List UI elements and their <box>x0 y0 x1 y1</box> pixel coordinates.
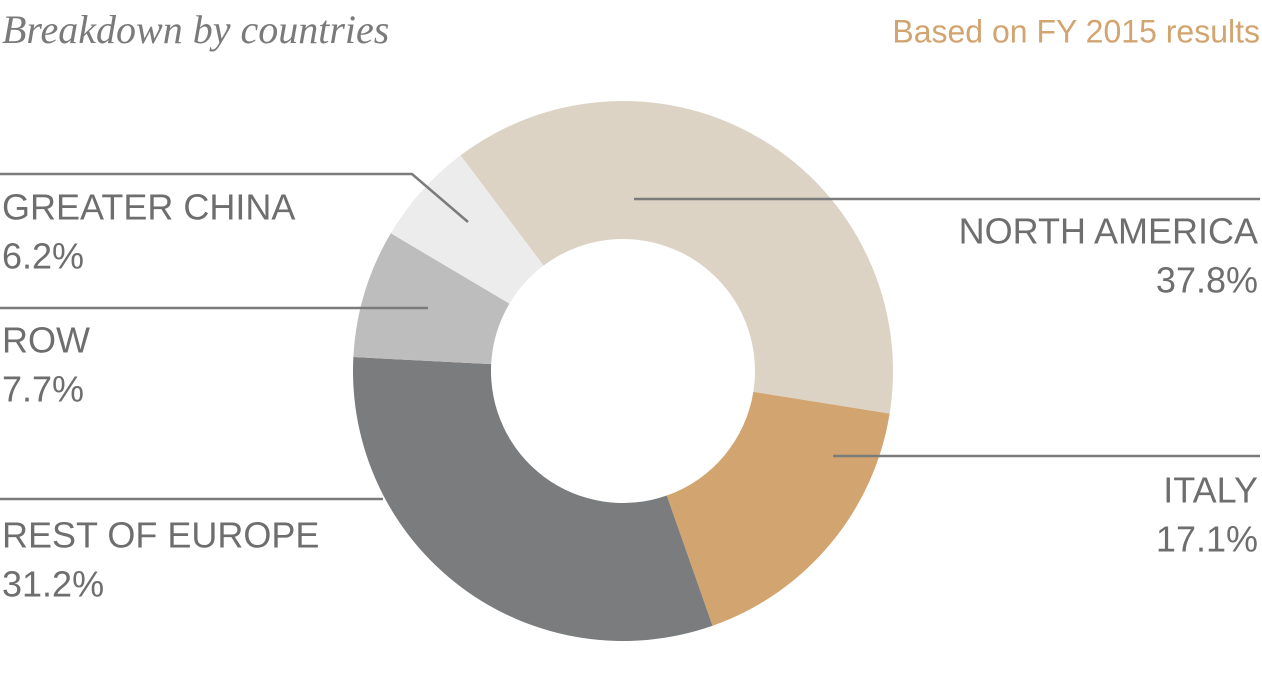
leader-line <box>0 172 469 223</box>
slice-label: REST OF EUROPE <box>2 515 319 556</box>
donut-slice <box>666 391 890 626</box>
leader-lines <box>0 172 1260 501</box>
slice-label: GREATER CHINA <box>2 187 295 228</box>
donut-slice <box>460 101 893 414</box>
slice-label: NORTH AMERICA <box>959 211 1258 252</box>
slice-value: 31.2% <box>2 564 104 605</box>
chart-subtitle: Based on FY 2015 results <box>892 13 1260 49</box>
slice-label: ROW <box>2 320 90 361</box>
slice-value: 6.2% <box>2 236 84 277</box>
slice-value: 37.8% <box>1156 260 1258 301</box>
donut-slice <box>352 357 713 641</box>
slice-value: 7.7% <box>2 369 84 410</box>
slice-label: ITALY <box>1163 470 1258 511</box>
donut <box>352 101 893 641</box>
donut-slice <box>353 233 510 365</box>
slice-value: 17.1% <box>1156 519 1258 560</box>
donut-slice <box>390 155 544 304</box>
chart-title: Breakdown by countries <box>2 7 389 52</box>
